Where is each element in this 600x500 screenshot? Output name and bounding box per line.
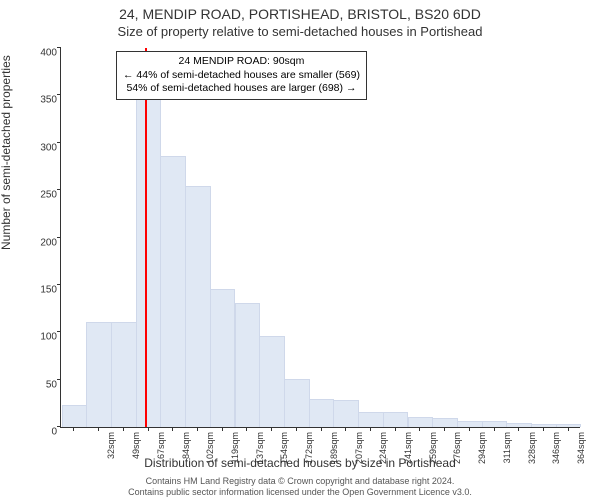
marker-line (145, 48, 147, 427)
histogram-bar (284, 379, 309, 427)
chart-title-line2: Size of property relative to semi-detach… (0, 24, 600, 39)
y-tick-label: 350 (27, 95, 57, 106)
y-tick-mark (57, 426, 61, 427)
histogram-bar (235, 303, 260, 427)
histogram-bar (333, 400, 358, 427)
annotation-line3: 54% of semi-detached houses are larger (… (123, 82, 360, 96)
x-tick-mark (148, 427, 149, 431)
histogram-bar (432, 418, 457, 427)
x-tick-mark (370, 427, 371, 431)
y-tick-label: 50 (27, 379, 57, 390)
x-tick-mark (518, 427, 519, 431)
x-tick-mark (444, 427, 445, 431)
x-tick-mark (345, 427, 346, 431)
y-tick-mark (57, 189, 61, 190)
y-tick-label: 200 (27, 237, 57, 248)
x-tick-mark (197, 427, 198, 431)
y-tick-mark (57, 142, 61, 143)
annotation-line1: 24 MENDIP ROAD: 90sqm (123, 55, 360, 69)
x-tick-mark (568, 427, 569, 431)
y-tick-label: 150 (27, 284, 57, 295)
y-tick-mark (57, 47, 61, 48)
histogram-bar (309, 399, 334, 427)
histogram-bar (358, 412, 383, 427)
footnote-line2: Contains public sector information licen… (0, 487, 600, 498)
x-tick-mark (321, 427, 322, 431)
y-tick-mark (57, 237, 61, 238)
y-tick-mark (57, 94, 61, 95)
x-tick-mark (296, 427, 297, 431)
x-tick-mark (222, 427, 223, 431)
footnote: Contains HM Land Registry data © Crown c… (0, 476, 600, 498)
y-tick-label: 300 (27, 142, 57, 153)
y-tick-label: 100 (27, 332, 57, 343)
histogram-bar (383, 412, 408, 427)
histogram-bar (160, 156, 185, 427)
x-tick-mark (98, 427, 99, 431)
x-tick-mark (172, 427, 173, 431)
x-tick-mark (271, 427, 272, 431)
x-tick-mark (543, 427, 544, 431)
annotation-box: 24 MENDIP ROAD: 90sqm ← 44% of semi-deta… (116, 51, 367, 100)
x-axis-label: Distribution of semi-detached houses by … (0, 456, 600, 470)
y-tick-mark (57, 331, 61, 332)
y-tick-mark (57, 379, 61, 380)
histogram-bar (531, 424, 556, 427)
x-tick-mark (469, 427, 470, 431)
chart-title-line1: 24, MENDIP ROAD, PORTISHEAD, BRISTOL, BS… (0, 6, 600, 22)
histogram-bar (111, 322, 136, 427)
histogram-bar (86, 322, 111, 427)
histogram-bar (62, 405, 87, 427)
x-tick-mark (419, 427, 420, 431)
x-tick-mark (395, 427, 396, 431)
histogram-bar (185, 186, 210, 427)
histogram-bar (408, 417, 433, 427)
x-tick-mark (246, 427, 247, 431)
y-tick-label: 250 (27, 190, 57, 201)
x-tick-mark (73, 427, 74, 431)
footnote-line1: Contains HM Land Registry data © Crown c… (0, 476, 600, 487)
annotation-line2: ← 44% of semi-detached houses are smalle… (123, 69, 360, 83)
histogram-bar (506, 423, 531, 427)
y-tick-label: 0 (27, 427, 57, 438)
y-tick-label: 400 (27, 48, 57, 59)
y-tick-mark (57, 284, 61, 285)
x-tick-mark (494, 427, 495, 431)
y-axis-label: Number of semi-detached properties (0, 55, 13, 250)
histogram-bar (136, 94, 161, 427)
x-tick-mark (123, 427, 124, 431)
histogram-bar (259, 336, 284, 427)
histogram-bar (210, 289, 235, 427)
plot-area: 24 MENDIP ROAD: 90sqm ← 44% of semi-deta… (60, 48, 580, 428)
